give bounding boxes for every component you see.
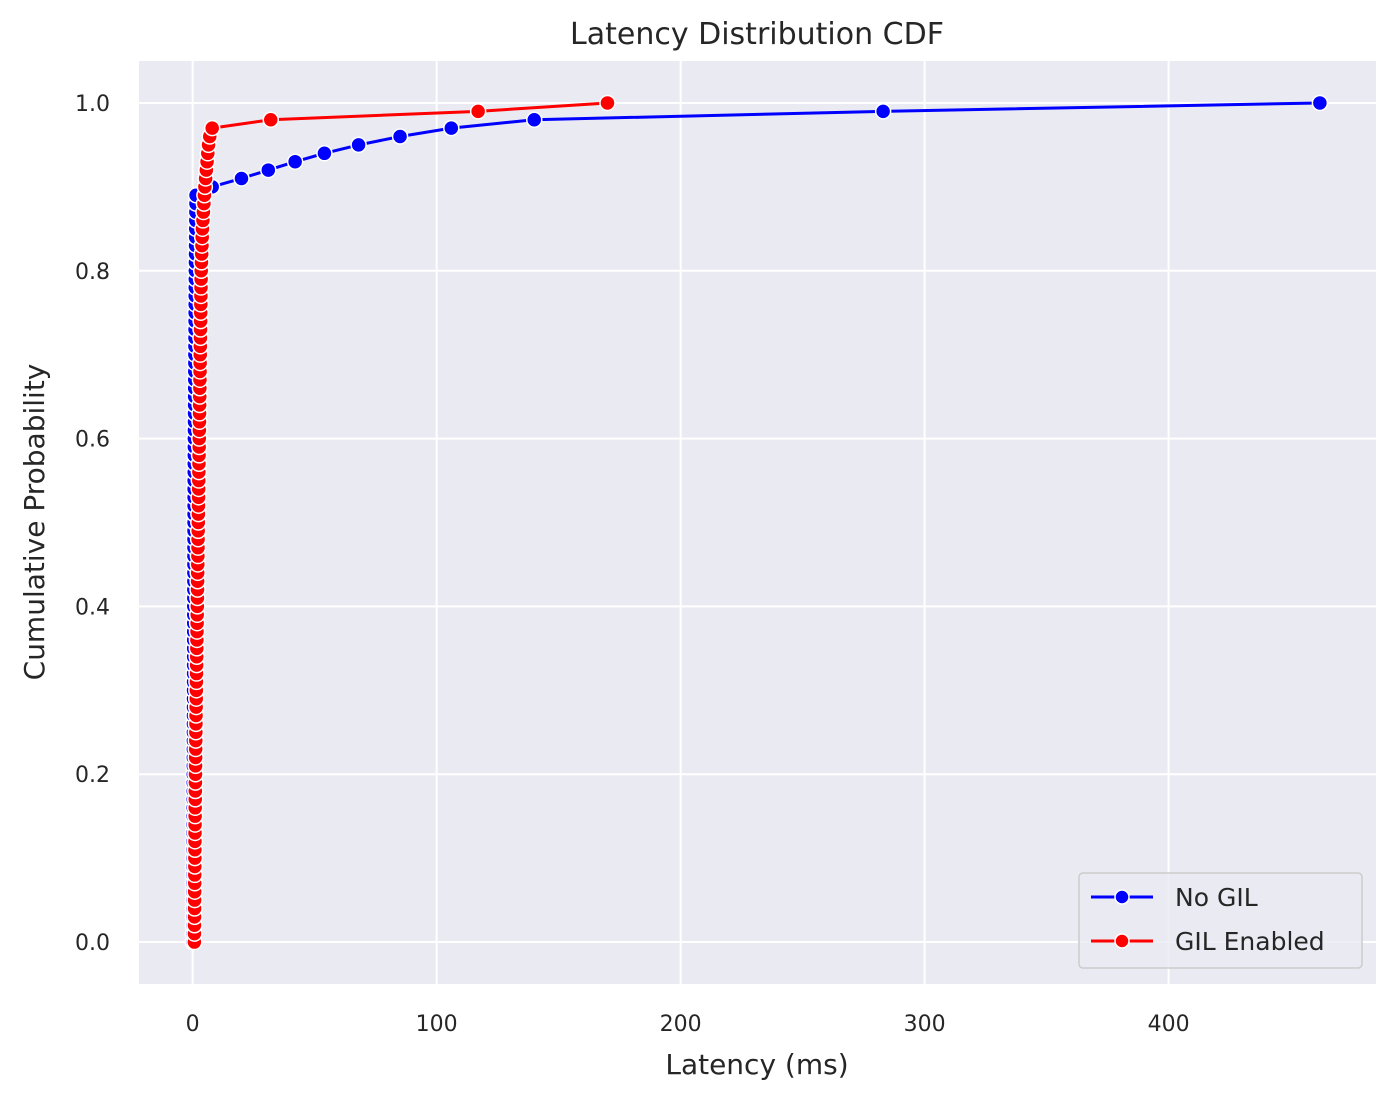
y-tick-label: 0.0 <box>75 931 110 956</box>
y-tick-label: 0.4 <box>75 595 110 620</box>
legend: No GIL GIL Enabled <box>1078 872 1363 969</box>
data-point-gil-enabled <box>599 94 616 112</box>
series-layer <box>184 94 1329 951</box>
data-point-gil-enabled <box>262 111 279 128</box>
data-point-no-gil <box>260 161 277 179</box>
data-point-no-gil <box>874 103 892 120</box>
data-point-no-gil <box>526 111 543 128</box>
x-axis-label: Latency (ms) <box>665 1048 848 1081</box>
y-tick-label: 0.6 <box>75 428 110 453</box>
x-tick-label: 200 <box>660 1012 702 1037</box>
data-point-no-gil <box>391 128 409 145</box>
y-axis-label: Cumulative Probability <box>18 364 51 681</box>
y-tick-label: 1.0 <box>75 92 110 117</box>
legend-label-gil-enabled: GIL Enabled <box>1175 927 1325 956</box>
data-point-no-gil <box>286 153 304 170</box>
data-point-no-gil <box>350 136 367 154</box>
x-tick-label: 100 <box>416 1012 458 1037</box>
x-tick-label: 300 <box>904 1012 946 1037</box>
data-point-no-gil <box>233 170 250 187</box>
x-tick-label: 400 <box>1148 1012 1190 1037</box>
chart-title: Latency Distribution CDF <box>570 17 944 52</box>
tick-labels: 0 100 200 300 400 0.0 0.2 0.4 0.6 0.8 1.0 <box>75 92 1190 1037</box>
data-point-gil-enabled <box>203 119 221 137</box>
legend-marker-gil-enabled <box>1114 933 1130 949</box>
plot-area <box>139 61 1376 984</box>
legend-label-no-gil: No GIL <box>1175 883 1258 912</box>
x-tick-label: 0 <box>186 1012 200 1037</box>
data-point-gil-enabled <box>469 103 487 120</box>
data-point-no-gil <box>316 145 333 162</box>
data-point-no-gil <box>443 119 460 137</box>
legend-marker-no-gil <box>1114 889 1130 905</box>
y-tick-label: 0.2 <box>75 763 110 788</box>
series-gil-enabled <box>186 94 616 951</box>
y-tick-label: 0.8 <box>75 260 110 285</box>
grid-lines <box>139 61 1376 984</box>
data-point-no-gil <box>1311 94 1329 112</box>
